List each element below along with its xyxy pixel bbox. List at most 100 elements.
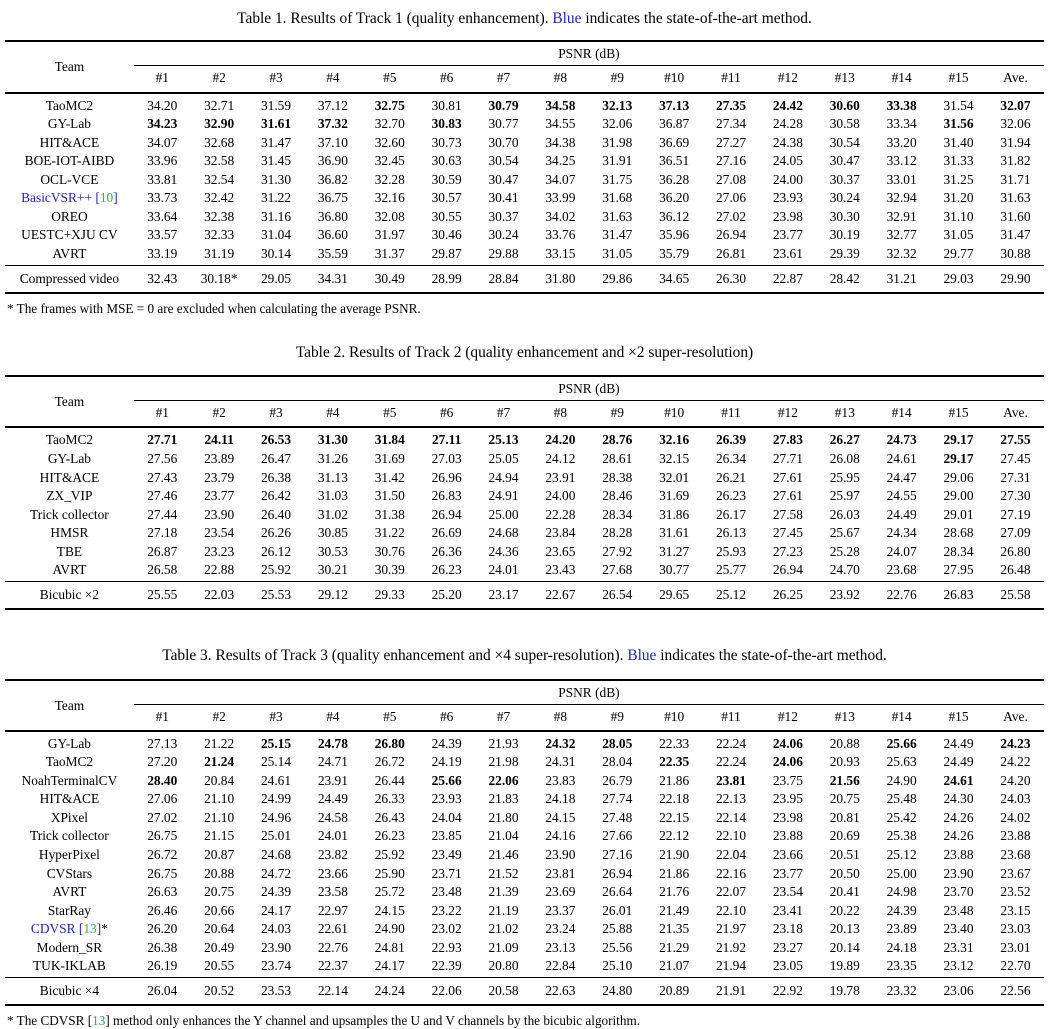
column-header: #6 <box>418 704 476 732</box>
psnr-cell: 27.61 <box>772 488 803 504</box>
text-part: HIT&ACE <box>39 791 100 807</box>
psnr-cell: 22.67 <box>531 581 589 610</box>
psnr-cell: 23.90 <box>545 846 576 862</box>
psnr-cell: 31.63 <box>1000 190 1031 206</box>
psnr-cell: 26.69 <box>431 525 462 541</box>
psnr-cell: 29.39 <box>829 245 860 261</box>
psnr-cell: 29.77 <box>943 245 974 261</box>
psnr-cell: 30.73 <box>431 134 462 150</box>
text-part: * The frames with MSE = 0 are excluded w… <box>7 300 421 316</box>
text-part: CVStars <box>46 865 93 881</box>
psnr-cell: 23.22 <box>431 902 462 918</box>
psnr-cell: 24.18 <box>545 791 576 807</box>
psnr-cell: 31.13 <box>317 469 348 485</box>
column-header: #10 <box>645 65 703 94</box>
text-part: NoahTerminalCV <box>21 772 118 788</box>
column-header: #3 <box>247 704 305 732</box>
psnr-cell: 26.80 <box>374 735 405 751</box>
psnr-cell: 24.47 <box>886 469 917 485</box>
psnr-cell: 30.49 <box>361 264 419 293</box>
psnr-cell: 24.78 <box>317 735 348 751</box>
text-part: GY-Lab <box>47 116 91 132</box>
citation-link[interactable]: 13 <box>83 921 97 937</box>
baseline-row: Bicubic ×4 26.04 20.52 23.53 22.14 24.24 22.06… <box>5 977 1044 1006</box>
team-name-cell: HMSR <box>5 523 134 542</box>
psnr-cell: 22.03 <box>190 581 248 610</box>
psnr-cell: 23.82 <box>317 846 348 862</box>
psnr-cell: 31.94 <box>1000 134 1031 150</box>
psnr-cell: 24.05 <box>772 153 803 169</box>
column-header: #2 <box>190 400 248 429</box>
psnr-cell: 27.16 <box>602 846 633 862</box>
psnr-cell: 23.52 <box>1000 884 1031 900</box>
psnr-cell: 33.57 <box>147 227 178 243</box>
psnr-cell: 30.79 <box>488 97 519 113</box>
psnr-cell: 27.09 <box>1000 525 1031 541</box>
psnr-cell: 27.56 <box>147 450 178 466</box>
psnr-cell: 27.45 <box>772 525 803 541</box>
table-caption: Table 1. Results of Track 1 (quality enh… <box>0 9 1049 28</box>
psnr-cell: 30.54 <box>488 153 519 169</box>
psnr-cell: 25.77 <box>715 562 747 578</box>
psnr-cell: 32.90 <box>204 116 235 132</box>
citation-link[interactable]: 10 <box>99 190 114 206</box>
column-header: #13 <box>816 704 874 732</box>
psnr-cell: 25.58 <box>986 581 1044 610</box>
psnr-cell: 31.97 <box>374 227 405 243</box>
team-name-cell: Trick collector <box>5 505 134 524</box>
psnr-cell: 36.12 <box>659 208 690 224</box>
psnr-cell: 26.75 <box>147 865 178 881</box>
psnr-cell: 25.12 <box>886 846 917 862</box>
team-name-cell: TaoMC2 <box>5 93 134 115</box>
psnr-cell: 24.90 <box>886 772 917 788</box>
psnr-cell: 29.17 <box>943 432 974 448</box>
psnr-cell: 36.82 <box>317 171 348 187</box>
column-header: #1 <box>133 704 191 732</box>
psnr-cell: 22.70 <box>1000 958 1031 974</box>
psnr-cell: 24.49 <box>886 506 917 522</box>
psnr-cell: 26.21 <box>715 469 747 485</box>
psnr-cell: 23.23 <box>204 543 235 559</box>
psnr-cell: 23.31 <box>943 939 974 955</box>
psnr-cell: 34.55 <box>545 116 576 132</box>
psnr-cell: 30.76 <box>374 543 405 559</box>
text-part: indicates the state-of-the-art method. <box>656 647 887 665</box>
psnr-cell: 23.81 <box>715 772 747 788</box>
psnr-cell: 26.81 <box>715 245 747 261</box>
psnr-cell: 30.58 <box>829 116 860 132</box>
psnr-cell: 27.55 <box>1000 432 1031 448</box>
psnr-cell: 23.90 <box>204 506 235 522</box>
psnr-cell: 34.25 <box>545 153 576 169</box>
table-row: AVRT 26.58 22.88 25.92 30.21 30.39 26.23 24.01 2… <box>5 560 1044 581</box>
psnr-cell: 21.97 <box>715 921 747 937</box>
psnr-cell: 31.59 <box>260 97 292 113</box>
psnr-cell: 25.95 <box>829 469 860 485</box>
text-part: ] method only enhances the Y channel and… <box>105 1013 640 1029</box>
column-header: #5 <box>361 400 419 429</box>
psnr-cell: 23.43 <box>545 562 576 578</box>
team-name-cell: AVRT <box>5 882 134 901</box>
table-row: BasicVSR++ [10] 33.73 32.42 31.22 36.75 32.16… <box>5 188 1044 207</box>
psnr-cell: 33.81 <box>147 171 178 187</box>
psnr-cell: 25.56 <box>602 939 633 955</box>
text-part: Table 1. Results of Track 1 (quality enh… <box>237 10 553 27</box>
psnr-cell: 26.79 <box>602 772 633 788</box>
psnr-cell: 28.42 <box>816 264 874 293</box>
psnr-cell: 24.80 <box>588 977 646 1006</box>
psnr-cell: 23.66 <box>317 865 348 881</box>
psnr-cell: 27.30 <box>1000 488 1031 504</box>
psnr-cell: 23.01 <box>1000 939 1031 955</box>
psnr-cell: 22.28 <box>545 506 576 522</box>
citation-link[interactable]: 13 <box>92 1013 106 1029</box>
psnr-cell: 23.71 <box>431 865 462 881</box>
psnr-cell: 24.98 <box>886 884 917 900</box>
psnr-cell: 25.92 <box>260 562 292 578</box>
text-part: TaoMC2 <box>45 754 94 770</box>
psnr-group-header: PSNR (dB) <box>133 41 1044 67</box>
psnr-cell: 23.74 <box>260 958 292 974</box>
table-row: NoahTerminalCV 28.40 20.84 24.61 23.91 26.44 2… <box>5 771 1044 790</box>
sota-blue-text: ] <box>113 190 118 206</box>
psnr-cell: 20.87 <box>204 846 235 862</box>
psnr-cell: 32.71 <box>204 97 235 113</box>
psnr-cell: 27.71 <box>147 432 178 448</box>
